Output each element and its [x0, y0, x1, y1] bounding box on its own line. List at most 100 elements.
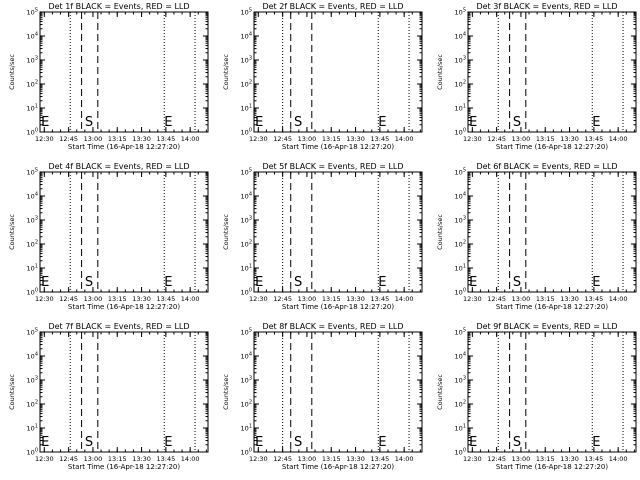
y-tick-label: 104: [241, 192, 252, 201]
y-tick-label: 103: [241, 376, 252, 385]
plot-frame: [467, 331, 637, 453]
y-tick-label: 100: [241, 448, 252, 457]
y-tick-label: 100: [241, 128, 252, 137]
x-tick-label: 13:30: [346, 295, 365, 303]
plot-frame: [467, 11, 637, 133]
y-tick-label: 103: [27, 376, 38, 385]
x-tick-label: 13:15: [322, 295, 341, 303]
x-tick-label: 12:45: [487, 295, 506, 303]
y-tick-label: 103: [241, 56, 252, 65]
x-tick-label: 12:30: [249, 295, 268, 303]
x-tick-label: 12:30: [35, 295, 54, 303]
marker-label: S: [294, 275, 302, 290]
x-tick-label: 13:30: [560, 455, 579, 463]
x-tick-label: 13:45: [156, 295, 175, 303]
y-axis-label: Counts/sec: [8, 54, 16, 90]
x-tick-label: 13:45: [156, 135, 175, 143]
y-tick-label: 105: [241, 168, 252, 177]
marker-label: E: [469, 435, 477, 450]
x-tick-label: 13:15: [108, 455, 127, 463]
x-tick-label: 12:45: [487, 455, 506, 463]
marker-label: E: [164, 435, 172, 450]
y-tick-label: 101: [241, 424, 252, 433]
y-tick-label: 105: [27, 8, 38, 17]
x-tick-label: 13:15: [536, 455, 555, 463]
y-tick-label: 105: [27, 328, 38, 337]
marker-label: S: [294, 435, 302, 450]
x-tick-label: 13:30: [560, 295, 579, 303]
chart-panel: Det 6f BLACK = Events, RED = LLD 12:30 12:…: [436, 162, 637, 311]
y-tick-label: 100: [455, 128, 466, 137]
y-tick-label: 105: [27, 168, 38, 177]
x-tick-label: 12:30: [35, 455, 54, 463]
x-tick-label: 13:00: [512, 135, 531, 143]
marker-label: S: [513, 435, 521, 450]
y-axis-label: Counts/sec: [8, 214, 16, 250]
x-tick-label: 12:30: [249, 455, 268, 463]
chart-panel: Det 1f BLACK = Events, RED = LLD 12:30 12:…: [8, 2, 209, 151]
marker-label: E: [41, 115, 49, 130]
x-axis-label: Start Time (16-Apr-18 12:27:20): [68, 143, 180, 151]
x-tick-label: 13:00: [84, 455, 103, 463]
chart-panel: Det 3f BLACK = Events, RED = LLD 12:30 12:…: [436, 2, 637, 151]
y-tick-label: 104: [27, 192, 38, 201]
y-tick-label: 105: [241, 8, 252, 17]
y-tick-label: 101: [241, 264, 252, 273]
chart-panel: Det 9f BLACK = Events, RED = LLD 12:30 12:…: [436, 322, 637, 471]
y-axis-label: Counts/sec: [436, 54, 444, 90]
chart-title: Det 3f BLACK = Events, RED = LLD: [476, 2, 617, 11]
y-tick-label: 101: [27, 264, 38, 273]
y-tick-label: 100: [27, 128, 38, 137]
x-tick-label: 13:30: [132, 455, 151, 463]
y-tick-label: 104: [27, 352, 38, 361]
y-tick-label: 104: [455, 352, 466, 361]
x-tick-label: 13:30: [346, 455, 365, 463]
x-tick-label: 12:45: [487, 135, 506, 143]
marker-label: S: [85, 115, 93, 130]
x-tick-label: 13:45: [584, 295, 603, 303]
y-tick-label: 103: [27, 56, 38, 65]
chart-panel: Det 4f BLACK = Events, RED = LLD 12:30 12:…: [8, 162, 209, 311]
marker-label: E: [592, 115, 600, 130]
plot-frame: [253, 331, 423, 453]
chart-title: Det 8f BLACK = Events, RED = LLD: [262, 322, 403, 331]
y-axis-label: Counts/sec: [436, 214, 444, 250]
chart-panel: Det 7f BLACK = Events, RED = LLD 12:30 12:…: [8, 322, 209, 471]
x-tick-label: 12:30: [249, 135, 268, 143]
x-tick-label: 13:00: [84, 135, 103, 143]
x-tick-label: 12:45: [59, 135, 78, 143]
x-tick-label: 13:00: [298, 455, 317, 463]
x-tick-label: 12:30: [463, 455, 482, 463]
x-axis-label: Start Time (16-Apr-18 12:27:20): [282, 143, 394, 151]
plot-frame: [39, 11, 209, 133]
x-tick-label: 14:00: [609, 295, 628, 303]
x-tick-label: 12:45: [273, 455, 292, 463]
x-tick-label: 13:15: [322, 135, 341, 143]
x-tick-label: 13:15: [536, 295, 555, 303]
x-axis-label: Start Time (16-Apr-18 12:27:20): [496, 463, 608, 471]
y-tick-label: 104: [455, 32, 466, 41]
marker-label: S: [513, 275, 521, 290]
y-tick-label: 104: [241, 32, 252, 41]
y-tick-label: 102: [455, 400, 466, 409]
x-tick-label: 12:30: [35, 135, 54, 143]
y-tick-label: 100: [27, 448, 38, 457]
plot-frame: [253, 171, 423, 293]
chart-title: Det 7f BLACK = Events, RED = LLD: [48, 322, 189, 331]
y-axis-label: Counts/sec: [8, 374, 16, 410]
x-tick-label: 13:15: [322, 455, 341, 463]
x-tick-label: 14:00: [609, 455, 628, 463]
x-tick-label: 13:00: [512, 455, 531, 463]
chart-title: Det 5f BLACK = Events, RED = LLD: [262, 162, 403, 171]
y-tick-label: 104: [27, 32, 38, 41]
x-tick-label: 13:45: [584, 455, 603, 463]
x-tick-label: 13:00: [298, 295, 317, 303]
plot-frame: [39, 331, 209, 453]
y-tick-label: 102: [455, 240, 466, 249]
x-tick-label: 13:45: [370, 455, 389, 463]
y-tick-label: 102: [27, 240, 38, 249]
y-tick-label: 102: [241, 80, 252, 89]
y-tick-label: 100: [455, 288, 466, 297]
x-tick-label: 12:30: [463, 135, 482, 143]
